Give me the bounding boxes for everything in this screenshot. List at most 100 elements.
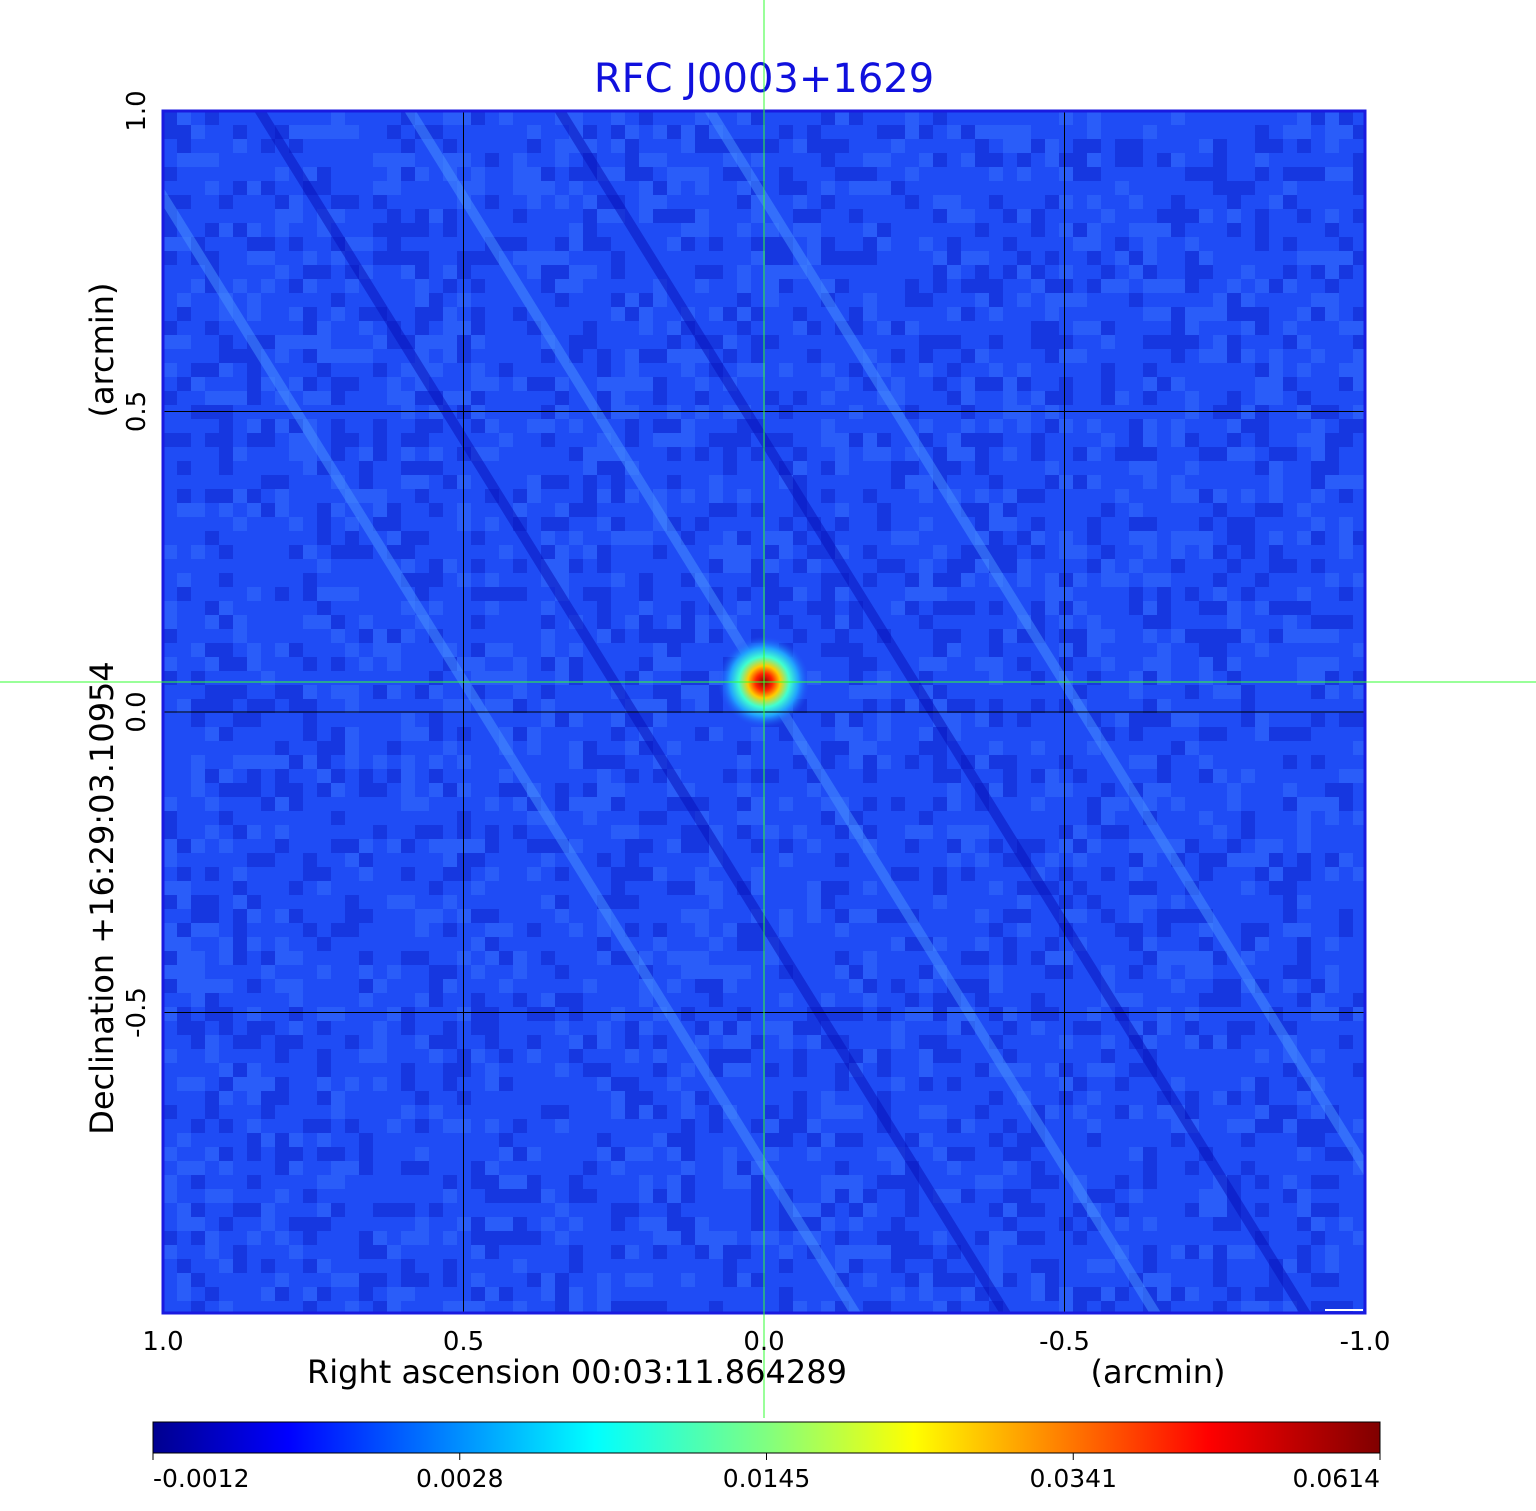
noise-cell: [1311, 251, 1325, 265]
noise-cell: [835, 139, 849, 153]
noise-cell: [289, 685, 303, 699]
noise-cell: [933, 377, 947, 391]
noise-cell: [597, 237, 611, 251]
noise-cell: [611, 307, 625, 321]
noise-cell: [1171, 909, 1185, 923]
noise-cell: [471, 111, 485, 125]
noise-cell: [415, 825, 429, 839]
noise-cell: [849, 657, 863, 671]
noise-cell: [1073, 167, 1087, 181]
noise-cell: [835, 251, 849, 265]
noise-cell: [177, 965, 191, 979]
noise-cell: [751, 1035, 765, 1049]
noise-cell: [1031, 769, 1045, 783]
noise-cell: [1241, 825, 1255, 839]
noise-cell: [359, 321, 373, 335]
noise-cell: [247, 1231, 261, 1245]
noise-cell: [555, 1105, 569, 1119]
noise-cell: [891, 377, 905, 391]
noise-cell: [919, 979, 933, 993]
noise-cell: [1185, 1021, 1199, 1035]
noise-cell: [1283, 1063, 1297, 1077]
noise-cell: [1255, 839, 1269, 853]
noise-cell: [289, 979, 303, 993]
noise-cell: [1269, 545, 1283, 559]
noise-cell: [863, 1273, 877, 1287]
noise-cell: [401, 839, 415, 853]
noise-cell: [849, 965, 863, 979]
noise-cell: [359, 1161, 373, 1175]
noise-cell: [1031, 1273, 1045, 1287]
noise-cell: [261, 1259, 275, 1273]
noise-cell: [933, 1301, 947, 1313]
noise-cell: [1143, 1245, 1157, 1259]
noise-cell: [219, 1217, 233, 1231]
noise-cell: [723, 1063, 737, 1077]
noise-cell: [261, 951, 275, 965]
noise-cell: [1087, 167, 1101, 181]
noise-cell: [1255, 279, 1269, 293]
noise-cell: [1073, 475, 1087, 489]
noise-cell: [1059, 601, 1073, 615]
noise-cell: [163, 839, 177, 853]
noise-cell: [219, 1091, 233, 1105]
noise-cell: [919, 1273, 933, 1287]
noise-cell: [835, 1105, 849, 1119]
noise-cell: [765, 1105, 779, 1119]
noise-cell: [275, 769, 289, 783]
noise-cell: [1297, 629, 1311, 643]
noise-cell: [597, 377, 611, 391]
noise-cell: [219, 1007, 233, 1021]
noise-cell: [429, 909, 443, 923]
noise-cell: [639, 1091, 653, 1105]
noise-cell: [821, 363, 835, 377]
noise-cell: [681, 1217, 695, 1231]
noise-cell: [877, 1175, 891, 1189]
noise-cell: [1213, 545, 1227, 559]
noise-cell: [219, 643, 233, 657]
noise-cell: [261, 181, 275, 195]
noise-cell: [1199, 251, 1213, 265]
noise-cell: [765, 139, 779, 153]
noise-cell: [1255, 503, 1269, 517]
noise-cell: [1031, 447, 1045, 461]
noise-cell: [1353, 1007, 1365, 1021]
noise-cell: [1143, 377, 1157, 391]
noise-cell: [1269, 349, 1283, 363]
noise-cell: [695, 867, 709, 881]
noise-cell: [653, 1189, 667, 1203]
noise-cell: [737, 265, 751, 279]
noise-cell: [709, 265, 723, 279]
noise-cell: [415, 307, 429, 321]
noise-cell: [1311, 713, 1325, 727]
noise-cell: [877, 1245, 891, 1259]
noise-cell: [877, 1147, 891, 1161]
noise-cell: [233, 783, 247, 797]
noise-cell: [807, 125, 821, 139]
noise-cell: [191, 279, 205, 293]
noise-cell: [163, 335, 177, 349]
noise-cell: [681, 363, 695, 377]
noise-cell: [779, 1133, 793, 1147]
noise-cell: [247, 1133, 261, 1147]
noise-cell: [205, 923, 219, 937]
noise-cell: [1227, 433, 1241, 447]
noise-cell: [947, 783, 961, 797]
noise-cell: [1227, 993, 1241, 1007]
noise-cell: [849, 1189, 863, 1203]
noise-cell: [317, 601, 331, 615]
noise-cell: [527, 139, 541, 153]
noise-cell: [317, 1287, 331, 1301]
noise-cell: [163, 1007, 177, 1021]
noise-cell: [485, 825, 499, 839]
noise-cell: [317, 167, 331, 181]
noise-cell: [1325, 1203, 1339, 1217]
noise-cell: [1339, 853, 1353, 867]
noise-cell: [331, 377, 345, 391]
noise-cell: [1241, 181, 1255, 195]
noise-cell: [1283, 195, 1297, 209]
noise-cell: [205, 1231, 219, 1245]
noise-cell: [639, 153, 653, 167]
noise-cell: [177, 1021, 191, 1035]
noise-cell: [597, 587, 611, 601]
